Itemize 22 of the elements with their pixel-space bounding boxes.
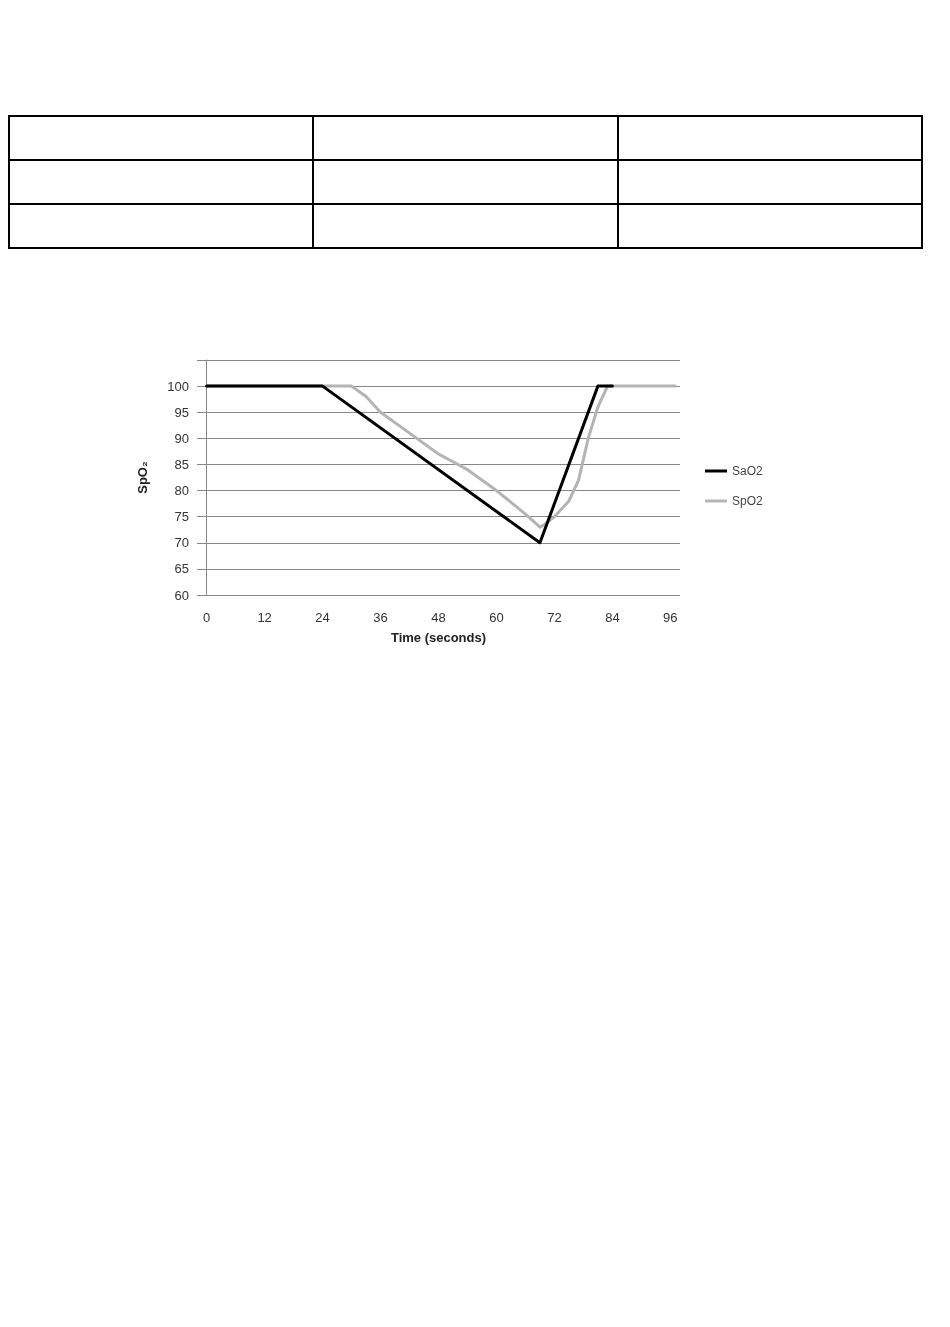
- y-tick-label: 65: [174, 561, 189, 577]
- y-tick-label: 80: [174, 483, 189, 499]
- y-tick-label: 85: [174, 456, 189, 472]
- x-tick-label: 24: [315, 610, 330, 625]
- x-axis-title: Time (seconds): [390, 630, 487, 645]
- x-tick-label: 60: [489, 610, 504, 625]
- legend-label: SpO2: [732, 494, 764, 508]
- y-tick-label: 90: [174, 430, 189, 446]
- y-tick-label: 75: [174, 509, 189, 525]
- x-tick-label: 48: [431, 610, 446, 625]
- x-tick-label: 36: [373, 610, 388, 625]
- x-tick-label: 12: [257, 610, 272, 625]
- x-tick-label: 0: [203, 610, 211, 625]
- y-tick-label: 70: [174, 535, 189, 551]
- x-tick-label: 84: [605, 610, 620, 625]
- y-axis-title: SpO₂: [135, 461, 150, 494]
- y-tick-label: 60: [174, 587, 189, 603]
- y-tick-label: 100: [167, 378, 189, 394]
- x-tick-label: 96: [663, 610, 678, 625]
- y-tick-label: 95: [174, 404, 189, 420]
- legend-label: SaO2: [732, 464, 764, 478]
- x-tick-label: 72: [547, 610, 562, 625]
